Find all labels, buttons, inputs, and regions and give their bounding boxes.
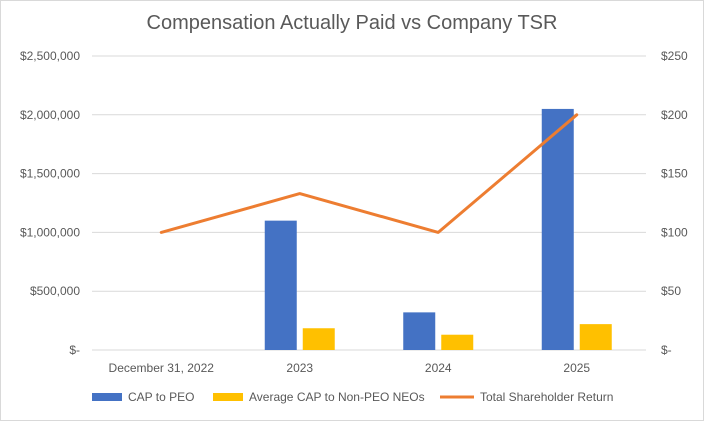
right-tick-label: $50 [661, 284, 681, 298]
left-tick-label: $- [69, 343, 80, 357]
legend-swatch [213, 393, 243, 401]
x-tick-label: 2024 [425, 361, 452, 375]
right-tick-label: $100 [661, 225, 688, 239]
chart-title: Compensation Actually Paid vs Company TS… [146, 12, 558, 34]
bar-cap-to-peo-3 [541, 108, 574, 350]
bar-average-cap-to-non-peo-neos-2 [441, 334, 474, 350]
right-tick-label: $200 [661, 108, 688, 122]
x-axis-ticks: December 31, 2022 2023 2024 2025 [109, 361, 591, 375]
tsr-line-layer [159, 113, 579, 234]
bar-average-cap-to-non-peo-neos-1 [302, 328, 335, 350]
left-axis-ticks: $- $500,000 $1,000,000 $1,500,000 $2,000,000… [20, 49, 80, 357]
legend-label: Total Shareholder Return [480, 390, 613, 404]
left-tick-label: $1,500,000 [20, 167, 80, 181]
x-tick-label: December 31, 2022 [109, 361, 215, 375]
right-tick-label: $150 [661, 167, 688, 181]
tsr-line [159, 113, 579, 234]
legend: CAP to PEO Average CAP to Non-PEO NEOs Tot… [92, 390, 613, 404]
bar-cap-to-peo-1 [264, 220, 297, 350]
left-tick-label: $500,000 [30, 284, 80, 298]
left-tick-label: $2,000,000 [20, 108, 80, 122]
legend-label: Average CAP to Non-PEO NEOs [249, 390, 425, 404]
bar-average-cap-to-non-peo-neos-3 [579, 324, 612, 350]
bar-cap-to-peo-2 [403, 312, 436, 350]
legend-swatch [92, 393, 122, 401]
left-tick-label: $2,500,000 [20, 49, 80, 63]
right-axis-ticks: $- $50 $100 $150 $200 $250 [661, 49, 688, 357]
left-tick-label: $1,000,000 [20, 225, 80, 239]
legend-label: CAP to PEO [128, 390, 194, 404]
right-tick-label: $250 [661, 49, 688, 63]
bars [264, 108, 612, 350]
right-tick-label: $- [661, 343, 672, 357]
x-tick-label: 2025 [563, 361, 590, 375]
x-tick-label: 2023 [286, 361, 313, 375]
